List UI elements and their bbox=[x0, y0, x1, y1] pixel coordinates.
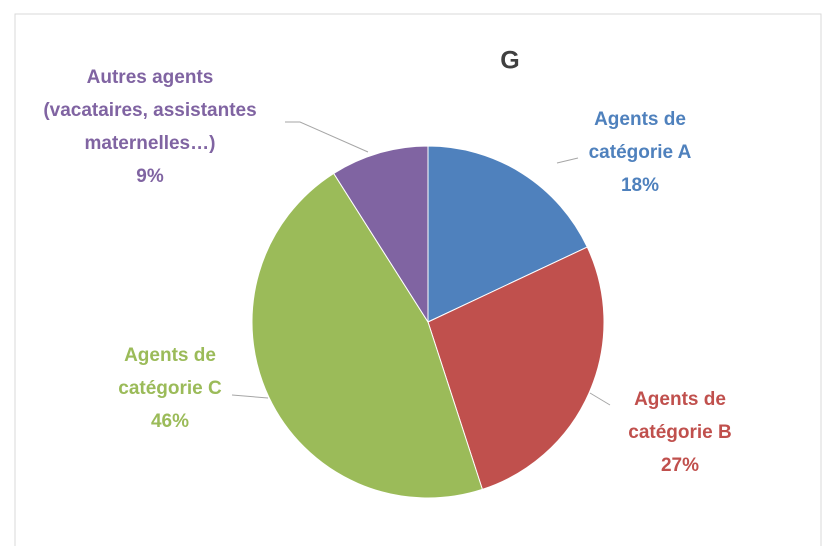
data-label-name: Agents de catégorie A bbox=[589, 109, 692, 163]
pie-slice bbox=[427, 246, 605, 491]
label-line: Agents de bbox=[594, 109, 686, 130]
leader-line bbox=[589, 392, 611, 406]
data-label-name: Agents de catégorie B bbox=[628, 389, 731, 443]
label-line: Agents de bbox=[124, 345, 216, 366]
leader-line bbox=[556, 157, 579, 164]
label-line: Autres agents bbox=[87, 67, 214, 88]
leader-line bbox=[231, 394, 269, 399]
data-label-name: Autres agents (vacataires, assistantes mat… bbox=[43, 67, 256, 154]
label-line: catégorie B bbox=[628, 422, 731, 443]
label-line: catégorie A bbox=[589, 142, 692, 163]
data-label-value: 27% bbox=[661, 455, 699, 476]
pie-slice bbox=[333, 145, 429, 324]
data-label-value: 18% bbox=[621, 175, 659, 196]
leader-line bbox=[285, 121, 369, 153]
chart-title: G bbox=[500, 47, 519, 75]
data-label-value: 46% bbox=[151, 411, 189, 432]
pie-slice bbox=[427, 145, 588, 323]
label-line: Agents de bbox=[634, 389, 726, 410]
data-label-name: Agents de catégorie C bbox=[118, 345, 222, 399]
label-line: maternelles…) bbox=[85, 133, 216, 154]
label-line: catégorie C bbox=[118, 378, 222, 399]
label-line: (vacataires, assistantes bbox=[43, 100, 256, 121]
pie-slice bbox=[251, 172, 484, 499]
data-label-value: 9% bbox=[136, 166, 164, 187]
